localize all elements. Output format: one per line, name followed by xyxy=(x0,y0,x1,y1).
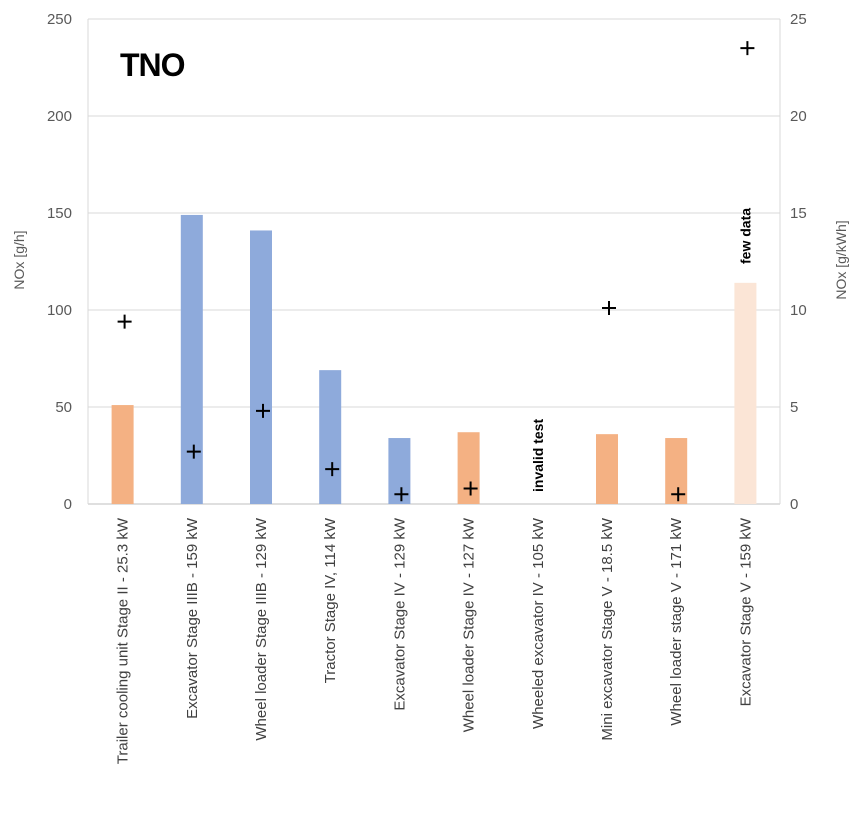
plus-marker xyxy=(463,481,478,496)
category-label: Wheel loader Stage IV - 127 kW xyxy=(461,517,478,732)
bar xyxy=(319,370,342,504)
left-axis-ticks: 0 50 100 150 200 250 xyxy=(47,11,72,513)
y-tick-label: 50 xyxy=(55,399,72,416)
gridlines xyxy=(87,18,781,505)
y2-tick-label: 0 xyxy=(790,496,798,513)
y2-tick-label: 15 xyxy=(790,205,807,222)
tno-logo: TNO xyxy=(120,47,185,83)
plus-marker xyxy=(671,487,686,502)
y-tick-label: 250 xyxy=(47,11,72,28)
plus-marker xyxy=(394,487,409,502)
annotations: invalid test few data xyxy=(530,208,754,492)
y-tick-label: 150 xyxy=(47,205,72,222)
category-label: Excavator Stage IV - 129 kW xyxy=(391,517,408,710)
category-label: Tractor Stage IV, 114 kW xyxy=(322,517,339,683)
plus-marker xyxy=(325,462,340,477)
bar xyxy=(457,432,480,504)
y-tick-label: 200 xyxy=(47,108,72,125)
bar xyxy=(596,434,618,504)
marker-series xyxy=(117,41,755,502)
y2-tick-label: 25 xyxy=(790,11,807,28)
right-axis-ticks: 0 5 10 15 20 25 xyxy=(790,11,807,513)
bar xyxy=(250,230,272,504)
y-tick-label: 100 xyxy=(47,302,72,319)
category-label: Mini excavator Stage V - 18.5 kW xyxy=(599,517,616,740)
y2-tick-label: 5 xyxy=(790,399,798,416)
bar-series xyxy=(111,214,757,504)
y-axis-label: NOx [g/h] xyxy=(11,230,27,289)
annotation-label: few data xyxy=(737,208,753,264)
bar xyxy=(111,405,134,504)
bar xyxy=(734,282,757,504)
plus-marker xyxy=(602,301,616,316)
category-label: Excavator Stage V - 159 kW xyxy=(737,517,754,706)
category-label: Excavator Stage IIIB - 159 kW xyxy=(184,517,201,719)
category-label: Wheeled excavator IV - 105 kW xyxy=(530,517,547,729)
y2-tick-label: 20 xyxy=(790,108,807,125)
category-label: Trailer cooling unit Stage II - 25.3 kW xyxy=(115,517,132,764)
bar xyxy=(665,438,688,504)
category-label: Wheel loader stage V - 171 kW xyxy=(668,517,685,725)
y-tick-label: 0 xyxy=(64,496,72,513)
y2-tick-label: 10 xyxy=(790,302,807,319)
plus-marker xyxy=(117,314,132,329)
category-label: Wheel loader Stage IIIB - 129 kW xyxy=(253,517,270,740)
category-labels: Trailer cooling unit Stage II - 25.3 kW E… xyxy=(115,517,755,764)
bar xyxy=(388,438,411,504)
plus-marker xyxy=(740,41,755,56)
bar xyxy=(180,214,203,504)
plus-marker xyxy=(186,444,201,459)
y2-axis-label: NOx [g/kWh] xyxy=(833,220,849,299)
plus-marker xyxy=(256,403,270,418)
annotation-label: invalid test xyxy=(530,419,546,492)
